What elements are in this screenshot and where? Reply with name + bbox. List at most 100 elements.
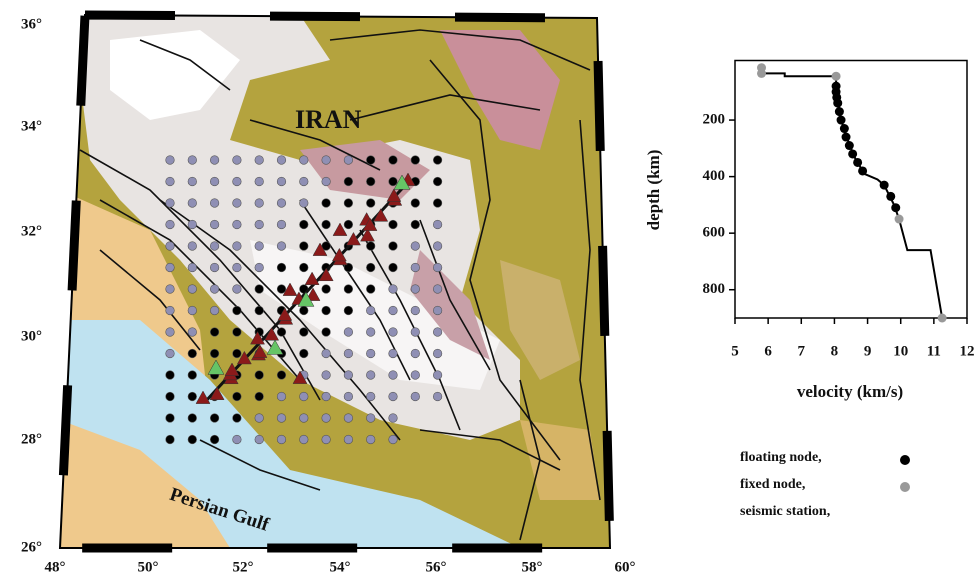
- node-point: [840, 124, 849, 133]
- grid-node: [411, 199, 420, 208]
- grid-node: [411, 285, 420, 294]
- grid-node: [210, 414, 219, 423]
- grid-node: [433, 349, 442, 358]
- x-tick-label: 8: [831, 343, 839, 359]
- node-point: [848, 149, 857, 158]
- x-tick-label: 11: [927, 343, 941, 359]
- grid-node: [344, 306, 353, 315]
- grid-node: [433, 328, 442, 337]
- y-tick-label: 800: [703, 281, 726, 297]
- grid-node: [188, 392, 197, 401]
- grid-node: [366, 177, 375, 186]
- grid-node: [210, 435, 219, 444]
- station: [898, 507, 912, 520]
- grid-node: [277, 285, 286, 294]
- grid-node: [322, 177, 331, 186]
- grid-node: [277, 414, 286, 423]
- grid-node: [344, 220, 353, 229]
- grid-node: [389, 156, 398, 165]
- grid-node: [300, 177, 309, 186]
- grid-node: [210, 220, 219, 229]
- grid-node: [233, 349, 242, 358]
- grid-node: [188, 263, 197, 272]
- grid-node: [389, 285, 398, 294]
- grid-node: [188, 328, 197, 337]
- grid-node: [411, 263, 420, 272]
- x-tick-label: 5: [731, 343, 739, 359]
- grid-node: [166, 220, 175, 229]
- grid-node: [411, 220, 420, 229]
- grid-node: [411, 349, 420, 358]
- grid-node: [188, 371, 197, 380]
- node-point: [895, 215, 904, 224]
- grid-node: [300, 220, 309, 229]
- x-axis-title: velocity (km/s): [797, 382, 903, 401]
- grid-node: [300, 414, 309, 423]
- grid-node: [233, 156, 242, 165]
- grid-node: [166, 349, 175, 358]
- grid-node: [344, 392, 353, 401]
- grid-node: [322, 220, 331, 229]
- grid-node: [255, 177, 264, 186]
- lat-label: 30°: [21, 328, 42, 344]
- legend-label: fixed node,: [740, 477, 805, 492]
- grid-node: [233, 220, 242, 229]
- grid-node: [166, 414, 175, 423]
- grid-node: [255, 414, 264, 423]
- grid-node: [255, 199, 264, 208]
- grid-node: [255, 306, 264, 315]
- node-point: [858, 166, 867, 175]
- grid-node: [166, 177, 175, 186]
- grid-node: [366, 156, 375, 165]
- grid-node: [188, 242, 197, 251]
- grid-node: [277, 177, 286, 186]
- grid-node: [166, 392, 175, 401]
- grid-node: [255, 392, 264, 401]
- grid-node: [366, 263, 375, 272]
- grid-node: [344, 156, 353, 165]
- grid-node: [166, 263, 175, 272]
- grid-node: [366, 285, 375, 294]
- grid-node: [322, 435, 331, 444]
- grid-node: [411, 306, 420, 315]
- grid-node: [233, 199, 242, 208]
- legend-marker: [900, 455, 910, 465]
- lon-label: 56°: [426, 559, 447, 575]
- grid-node: [433, 392, 442, 401]
- y-axis-title: depth (km): [644, 150, 663, 231]
- grid-node: [344, 328, 353, 337]
- grid-node: [210, 285, 219, 294]
- grid-node: [433, 177, 442, 186]
- x-tick-label: 10: [893, 343, 908, 359]
- grid-node: [233, 263, 242, 272]
- grid-node: [166, 435, 175, 444]
- lat-label: 34°: [21, 118, 42, 134]
- grid-node: [277, 156, 286, 165]
- grid-node: [210, 199, 219, 208]
- grid-node: [433, 285, 442, 294]
- node-point: [845, 141, 854, 150]
- grid-node: [255, 220, 264, 229]
- grid-node: [277, 392, 286, 401]
- grid-node: [322, 199, 331, 208]
- grid-node: [300, 156, 309, 165]
- grid-node: [366, 371, 375, 380]
- grid-node: [166, 371, 175, 380]
- grid-node: [433, 156, 442, 165]
- grid-node: [433, 263, 442, 272]
- x-tick-label: 6: [764, 343, 772, 359]
- grid-node: [277, 242, 286, 251]
- grid-node: [277, 220, 286, 229]
- x-tick-label: 9: [864, 343, 872, 359]
- grid-node: [188, 220, 197, 229]
- node-point: [757, 69, 766, 78]
- grid-node: [389, 392, 398, 401]
- grid-node: [322, 306, 331, 315]
- grid-node: [210, 156, 219, 165]
- grid-node: [344, 199, 353, 208]
- grid-node: [210, 306, 219, 315]
- grid-node: [389, 177, 398, 186]
- grid-node: [389, 328, 398, 337]
- grid-node: [188, 306, 197, 315]
- grid-node: [411, 242, 420, 251]
